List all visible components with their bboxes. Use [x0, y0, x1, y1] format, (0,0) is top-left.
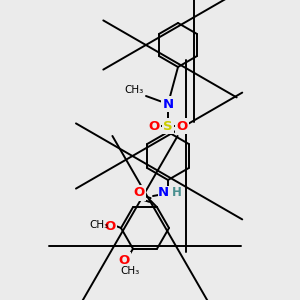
- Text: H: H: [172, 185, 182, 199]
- Text: N: N: [162, 98, 174, 110]
- Text: O: O: [105, 220, 116, 232]
- Text: CH₃: CH₃: [120, 266, 140, 276]
- Text: O: O: [119, 254, 130, 267]
- Text: S: S: [163, 119, 173, 133]
- Text: O: O: [134, 187, 145, 200]
- Text: O: O: [176, 119, 188, 133]
- Text: CH₃: CH₃: [125, 85, 144, 95]
- Text: CH₃: CH₃: [89, 220, 109, 230]
- Text: O: O: [148, 119, 160, 133]
- Text: N: N: [158, 185, 169, 199]
